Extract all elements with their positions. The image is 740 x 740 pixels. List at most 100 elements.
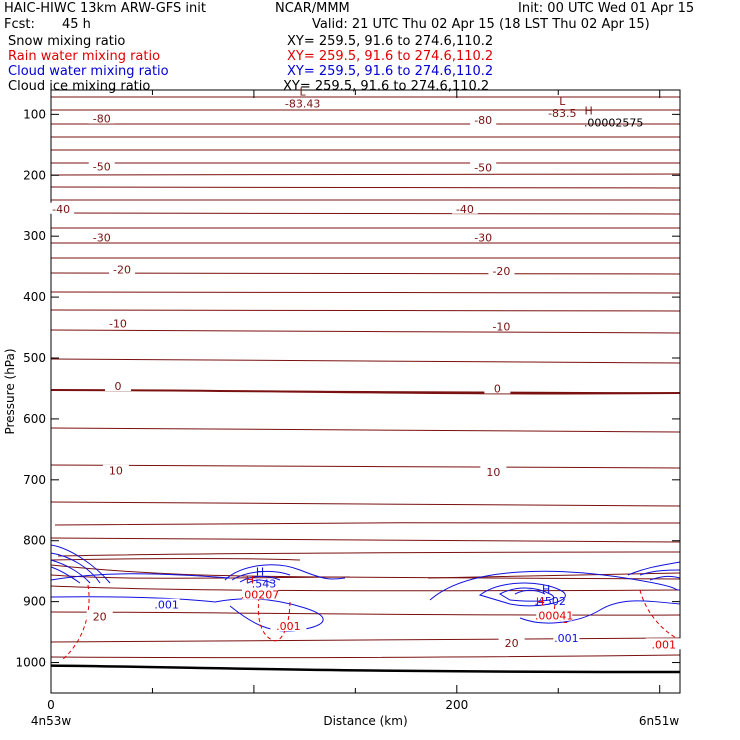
isotherm-line (50, 329, 681, 334)
isotherm-line (50, 186, 681, 189)
isotherm-label: -50 (93, 161, 111, 174)
isotherm-line (50, 611, 681, 616)
label-mask (102, 464, 129, 476)
label-mask (241, 588, 278, 600)
temperature-extremum-marker: L (300, 85, 307, 98)
valid-time: Valid: 21 UTC Thu 02 Apr 15 (18 LST Thu … (312, 17, 650, 32)
isotherm-label: -10 (492, 320, 510, 333)
isotherm-line (50, 427, 681, 433)
rain-water-contour (257, 589, 291, 642)
label-mask (88, 112, 115, 124)
temperature-extremum-value: -83.43 (285, 97, 320, 110)
isotherm-line (50, 501, 681, 507)
isotherm-label: -40 (52, 203, 70, 216)
isotherm-label: -40 (456, 203, 474, 216)
model-title: HAIC-HIWC 13km ARW-GFS init (4, 1, 206, 16)
isotherm-line (427, 572, 681, 579)
label-mask (480, 465, 507, 477)
field-name-rain: Rain water mixing ratio (8, 49, 161, 64)
cloud-water-contour (649, 575, 681, 581)
label-mask (553, 632, 580, 644)
isotherm-line (57, 551, 681, 557)
cloud-water-label: .001 (154, 599, 179, 612)
label-mask (270, 620, 307, 631)
label-mask (470, 113, 497, 125)
label-mask (88, 231, 115, 243)
isotherm-line (50, 585, 681, 592)
isotherm-label: -30 (474, 231, 492, 244)
label-mask (470, 161, 497, 173)
org-label: NCAR/MMM (275, 1, 350, 16)
y-tick-label: 500 (23, 351, 46, 365)
field-xy-rain: XY= 259.5, 91.6 to 274.6,110.2 (287, 49, 494, 64)
isotherm-label: 20 (93, 610, 107, 623)
cloud-water-contour (239, 575, 281, 583)
isotherm-label: 10 (109, 465, 123, 478)
cloud-water-max-marker: H (256, 565, 264, 578)
label-mask (88, 160, 115, 172)
cloud-water-contour (247, 579, 273, 584)
isotherm-line (50, 272, 681, 275)
x-axis-label: Distance (km) (323, 714, 407, 728)
cloud-water-contour (50, 596, 216, 603)
isotherm-label: -80 (93, 113, 111, 126)
temperature-extremum-marker: H (585, 104, 593, 117)
field-name-cloud-water: Cloud water mixing ratio (8, 64, 169, 79)
cloud-water-max-value: .543 (252, 577, 277, 590)
y-axis-label: Pressure (hPa) (3, 348, 17, 434)
isotherm-line (50, 464, 681, 469)
cloud-water-contour (224, 564, 346, 581)
cloud-water-contour (514, 589, 546, 595)
cloud-water-contour (429, 570, 681, 601)
forecast-hour: 45 h (62, 17, 91, 32)
isotherm-label: -30 (93, 231, 111, 244)
y-tick-label: 200 (23, 168, 46, 182)
y-tick-label: 600 (23, 412, 46, 426)
rain-water-max-marker: H (246, 573, 254, 586)
isotherm-line (50, 637, 681, 643)
cloud-water-contour (639, 569, 681, 576)
label-mask (498, 637, 525, 649)
label-mask (86, 610, 113, 622)
y-tick-label: 800 (23, 534, 46, 548)
label-mask (153, 598, 180, 610)
isotherm-label: -10 (109, 317, 127, 330)
label-mask (488, 264, 515, 276)
rain-water-label: .00041 (535, 610, 574, 623)
label-mask (536, 609, 573, 621)
isotherm-label: 20 (505, 637, 519, 650)
cloud-water-label: .001 (554, 632, 579, 645)
label-mask (48, 202, 75, 214)
cloud-water-contour (50, 552, 101, 584)
isotherm-line (50, 212, 681, 215)
isotherm-label: -80 (474, 114, 492, 127)
rain-water-label: .001 (652, 638, 677, 651)
isotherm-line (50, 173, 681, 176)
cloud-water-contour (50, 544, 111, 584)
cloud-water-contour (498, 587, 554, 602)
label-mask (104, 317, 131, 329)
temperature-extremum-value: -83.5 (548, 107, 576, 120)
isotherm-line (50, 358, 681, 364)
x-tick-label: 0 (47, 698, 55, 712)
forecast-label: Fcst: (4, 17, 35, 32)
cloud-water-contour (519, 600, 681, 624)
cloud-water-contour (478, 582, 566, 607)
isotherm-line (50, 291, 681, 294)
isotherm-line (50, 654, 681, 659)
isotherm-label: 0 (114, 380, 121, 393)
isotherm-line (50, 564, 681, 580)
label-mask (488, 320, 515, 332)
rain-water-contour (639, 589, 681, 641)
y-tick-label: 700 (23, 473, 46, 487)
label-mask (109, 263, 136, 275)
freezing-level-line (50, 389, 681, 395)
isotherm-label: 0 (494, 382, 501, 395)
isotherm-label: -20 (113, 264, 131, 277)
init-time: Init: 00 UTC Wed 01 Apr 15 (518, 1, 695, 16)
rain-water-label: .001 (276, 620, 301, 633)
isotherm-line (50, 558, 301, 561)
field-xy-snow: XY= 259.5, 91.6 to 274.6,110.2 (287, 34, 494, 49)
x-end-label: 6n51w (639, 714, 680, 728)
